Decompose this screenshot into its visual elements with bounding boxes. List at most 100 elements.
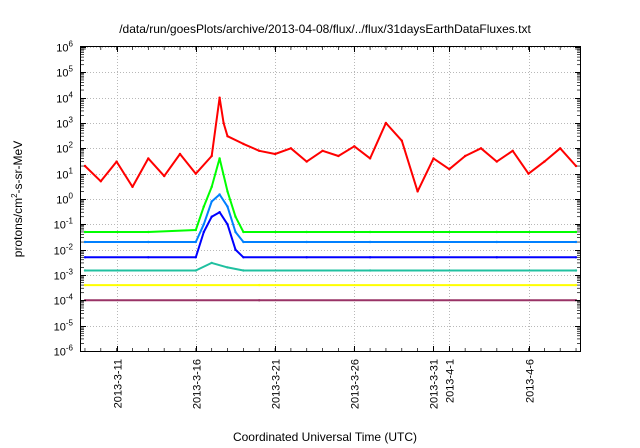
series-point xyxy=(99,180,103,183)
series-point xyxy=(234,230,237,234)
series-point xyxy=(83,283,87,287)
series-point xyxy=(83,240,87,244)
series-line xyxy=(85,261,576,272)
series-point xyxy=(511,149,514,152)
series-point xyxy=(226,190,229,193)
data-series xyxy=(83,96,578,302)
series-point xyxy=(321,149,324,152)
series-point xyxy=(400,139,403,142)
y-tick-label-base: 10 xyxy=(56,94,68,106)
y-tick-label-base: 10 xyxy=(56,170,68,182)
y-tick-label-base: 10 xyxy=(54,220,66,232)
series-point xyxy=(242,240,245,244)
series-point xyxy=(527,172,530,175)
x-tick-label: 2013-3-16 xyxy=(192,359,204,409)
series-point xyxy=(202,223,205,226)
series-point xyxy=(432,299,435,302)
series-point xyxy=(147,230,150,234)
series-point xyxy=(448,168,451,171)
series-point xyxy=(574,230,578,234)
series-point xyxy=(258,299,261,302)
y-axis-title-superscript: 2 xyxy=(10,193,19,198)
series-point xyxy=(218,96,221,99)
series-point xyxy=(147,256,150,259)
series-point xyxy=(83,269,87,272)
series-point xyxy=(495,256,498,259)
series-point xyxy=(218,157,221,160)
series-point xyxy=(432,230,435,234)
series-point xyxy=(210,261,213,265)
series-line xyxy=(85,157,576,233)
series-point xyxy=(289,147,293,150)
chart-title: /data/run/goesPlots/archive/2013-04-08/f… xyxy=(119,22,531,36)
y-tick-label: 10-5 xyxy=(54,319,74,334)
series-point xyxy=(416,190,419,193)
y-axis-title-part: protons/cm xyxy=(11,198,25,257)
series-point xyxy=(432,256,435,259)
series-point xyxy=(368,240,372,244)
series-point xyxy=(83,164,87,168)
series-point xyxy=(368,256,372,259)
y-tick-label-base: 10 xyxy=(54,322,66,334)
y-tick-label-base: 10 xyxy=(56,144,68,156)
series-point xyxy=(305,230,308,234)
x-axis: 2013-3-11 2013-3-16 2013-3-21 2013-3-26 2013… xyxy=(84,47,577,409)
y-tick-label: 10-6 xyxy=(54,344,74,359)
plot-frame xyxy=(80,46,581,352)
series-point xyxy=(222,121,225,125)
series-point xyxy=(194,228,197,232)
x-tick-label: 2013-3-26 xyxy=(350,359,362,409)
series-point xyxy=(368,269,372,272)
series-point xyxy=(242,230,245,234)
series-point xyxy=(210,215,213,218)
y-tick-label: 101 xyxy=(56,167,73,182)
series-point xyxy=(194,172,197,175)
y-tick-label-exponent: -6 xyxy=(66,344,74,353)
series-point xyxy=(353,145,356,148)
y-tick-label: 105 xyxy=(56,65,73,80)
series-point xyxy=(202,230,205,234)
series-point xyxy=(218,193,221,196)
series-point xyxy=(432,157,435,160)
series-point xyxy=(226,205,229,208)
series-point xyxy=(131,185,134,189)
y-tick-label-base: 10 xyxy=(54,296,66,308)
series-point xyxy=(495,230,498,234)
series-point xyxy=(495,240,498,244)
y-tick-label-base: 10 xyxy=(56,68,68,80)
y-tick-label-base: 10 xyxy=(56,43,68,55)
y-tick-label-base: 10 xyxy=(54,246,66,258)
series-point xyxy=(178,152,182,156)
series-point xyxy=(305,160,308,163)
series-point xyxy=(464,154,467,158)
series-point xyxy=(574,240,578,244)
y-tick-label-base: 10 xyxy=(54,347,66,359)
series-point xyxy=(479,147,483,150)
y-tick-label-exponent: -4 xyxy=(66,293,74,302)
series-point xyxy=(218,211,221,214)
series-point xyxy=(83,230,87,234)
x-tick-label: 2013-4-6 xyxy=(525,359,537,403)
y-tick-label-exponent: 4 xyxy=(69,91,74,100)
series-point xyxy=(226,135,229,138)
series-point xyxy=(83,256,87,259)
series-line xyxy=(85,193,576,243)
y-tick-label: 106 xyxy=(56,40,73,55)
series-point xyxy=(234,215,237,218)
series-point xyxy=(543,160,546,163)
series-point xyxy=(368,230,372,234)
series-point xyxy=(258,149,261,152)
y-tick-label-exponent: 1 xyxy=(69,167,74,176)
series-point xyxy=(305,256,308,259)
series-point xyxy=(242,142,245,146)
series-point xyxy=(234,248,237,251)
series-point xyxy=(574,269,578,272)
series-point xyxy=(242,269,245,272)
y-tick-label-base: 10 xyxy=(54,271,66,283)
y-tick-label-exponent: -1 xyxy=(66,217,74,226)
y-tick-label: 10-3 xyxy=(54,268,74,283)
x-tick-label: 2013-3-21 xyxy=(271,359,283,409)
x-tick-label: 2013-4-1 xyxy=(445,359,457,403)
y-tick-label-exponent: 5 xyxy=(69,65,74,74)
y-tick-label-exponent: -5 xyxy=(66,319,74,328)
